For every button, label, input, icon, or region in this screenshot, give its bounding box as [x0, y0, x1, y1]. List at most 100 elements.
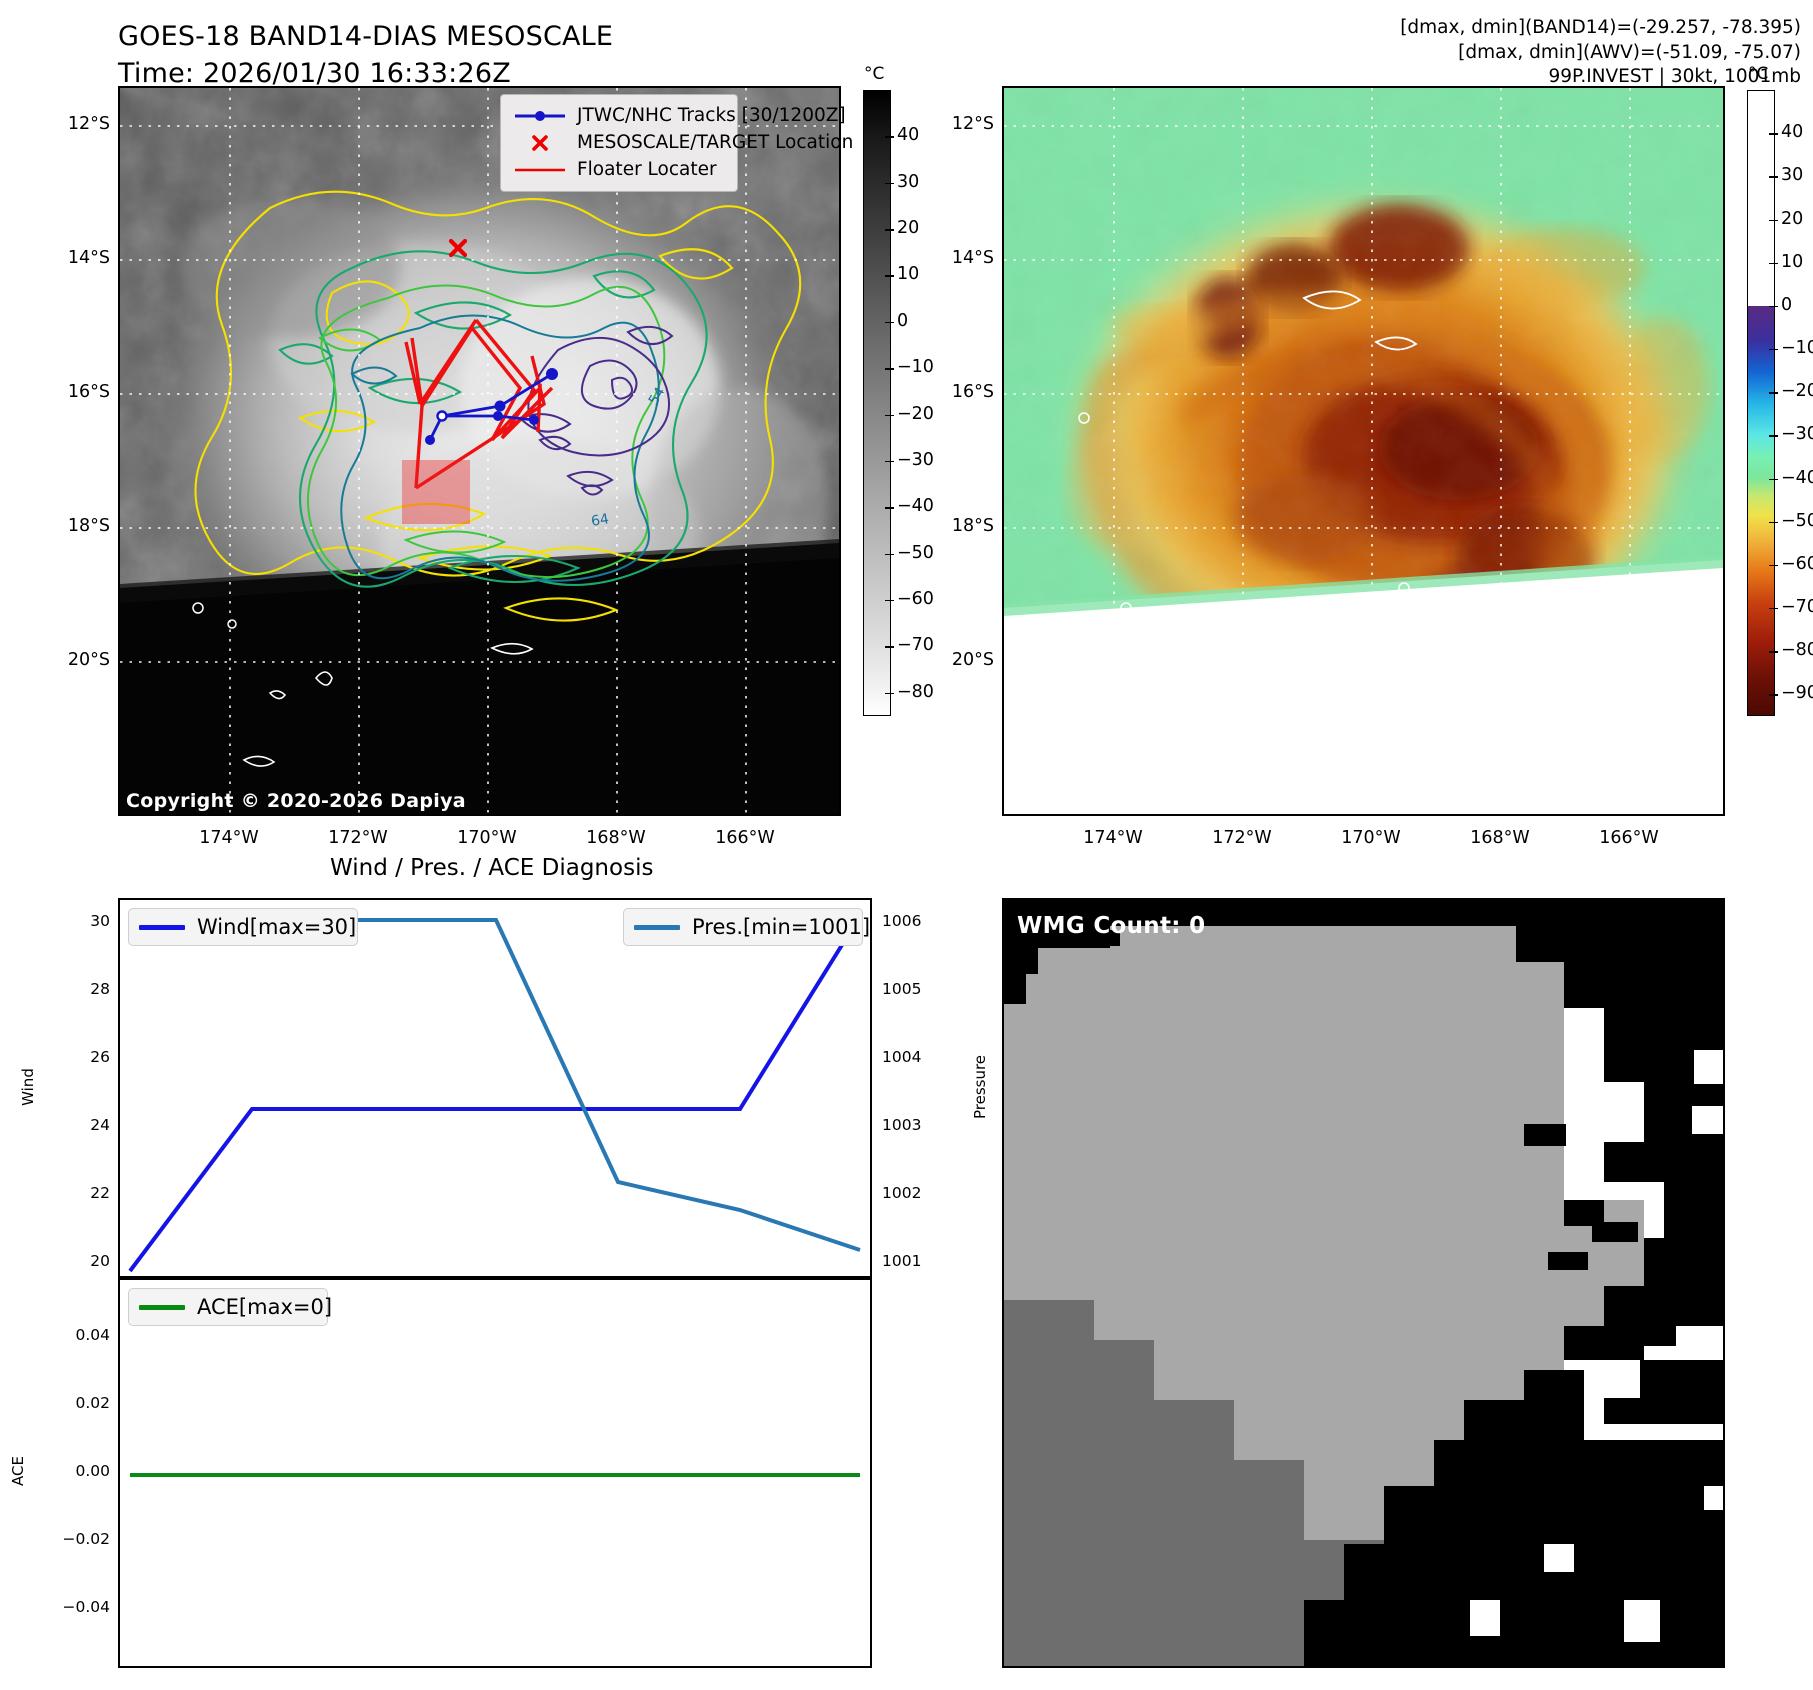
lon-tick-174w: 174°W: [199, 828, 259, 848]
storm-summary: 99P.INVEST | 30kt, 1001mb: [1548, 66, 1802, 87]
ace-legend-swatch: [139, 1304, 185, 1310]
colorbar-right-tick-10: −60: [1781, 553, 1813, 574]
wmg-panel[interactable]: [1002, 898, 1725, 1668]
colorbar-units-right: °C: [1748, 64, 1769, 84]
stats-header: [dmax, dmin](BAND14)=(-29.257, -78.395) …: [1400, 16, 1801, 90]
colorbar-right-tickmark-0: [1769, 133, 1778, 135]
colorbar-left-tickmark-5: [885, 368, 894, 370]
colorbar-right-tick-2: 20: [1781, 208, 1804, 229]
colorbar-left[interactable]: [863, 90, 891, 716]
colorbar-left-tick-5: −10: [897, 357, 934, 378]
map-panel-awv[interactable]: [1002, 86, 1725, 816]
title-time: Time: 2026/01/30 16:33:26Z: [118, 58, 511, 89]
colorbar-left-tick-6: −20: [897, 403, 934, 424]
colorbar-right-tick-6: −20: [1781, 381, 1813, 402]
ace-tick-000: 0.00: [75, 1462, 110, 1480]
page-title: GOES-18 BAND14-DIAS MESOSCALE Time: 2026…: [118, 18, 613, 92]
lon-tick-168w: 168°W: [586, 828, 646, 848]
stats-awv: [dmax, dmin](AWV)=(-51.09, -75.07): [1458, 41, 1801, 63]
wind-tick-28: 28: [90, 980, 110, 998]
band14-map-image: 54 64: [120, 88, 839, 814]
lat-tick-16s: 16°S: [67, 382, 110, 402]
wind-legend[interactable]: Wind[max=30]: [128, 908, 358, 946]
wind-tick-26: 26: [90, 1048, 110, 1066]
colorbar-right-tick-3: 10: [1781, 251, 1804, 272]
lon-tick-right-174w: 174°W: [1083, 828, 1143, 848]
pres-tick-1004: 1004: [882, 1048, 922, 1066]
lat-tick-18s: 18°S: [67, 516, 110, 536]
colorbar-left-tickmark-6: [885, 414, 894, 416]
pressure-legend-label: Pres.[min=1001]: [692, 915, 871, 939]
colorbar-right-tickmark-12: [1769, 651, 1778, 653]
colorbar-left-tick-4: 0: [897, 310, 909, 331]
lat-tick-20s: 20°S: [67, 650, 110, 670]
colorbar-right-tickmark-7: [1769, 435, 1778, 437]
lon-tick-170w: 170°W: [457, 828, 517, 848]
colorbar-left-tickmark-1: [885, 182, 894, 185]
pres-tick-1006: 1006: [882, 912, 922, 930]
colorbar-left-tickmark-0: [885, 136, 894, 138]
colorbar-left-tickmark-8: [885, 507, 894, 509]
colorbar-left-tickmark-12: [885, 692, 894, 695]
wind-tick-24: 24: [90, 1116, 110, 1134]
colorbar-right-tickmark-10: [1769, 564, 1778, 567]
pressure-legend[interactable]: Pres.[min=1001]: [623, 908, 870, 946]
legend-label-floater: Floater Locater: [577, 159, 717, 180]
ace-tick-p004: 0.04: [75, 1326, 110, 1344]
lat-tick-right-16s: 16°S: [951, 382, 994, 402]
legend-item-floater[interactable]: Floater Locater: [512, 156, 726, 183]
wind-axis-label: Wind: [19, 1068, 37, 1106]
map-panel-band14[interactable]: 54 64: [118, 86, 841, 816]
colorbar-left-tick-10: −60: [897, 589, 934, 610]
colorbar-left-tickmark-11: [885, 646, 894, 648]
colorbar-right-tick-9: −50: [1781, 510, 1813, 531]
floater-line-icon: [512, 159, 568, 181]
x-marker-icon: [512, 132, 568, 154]
colorbar-right-tick-5: −10: [1781, 338, 1813, 359]
colorbar-left-tickmark-9: [885, 553, 894, 556]
legend-item-target[interactable]: MESOSCALE/TARGET Location: [512, 129, 853, 156]
pres-tick-1005: 1005: [882, 980, 922, 998]
colorbar-right-tickmark-2: [1769, 219, 1778, 221]
title-text: GOES-18 BAND14-DIAS MESOSCALE: [118, 21, 614, 52]
diagnosis-title: Wind / Pres. / ACE Diagnosis: [330, 855, 654, 881]
mesoscale-sector-box: [402, 460, 470, 524]
legend-label-tracks: JTWC/NHC Tracks [30/1200Z]: [577, 105, 846, 126]
colorbar-right-tickmark-11: [1769, 608, 1778, 610]
ace-chart[interactable]: [118, 1278, 872, 1668]
colorbar-left-tick-9: −50: [897, 542, 934, 563]
ace-tick-m002: −0.02: [62, 1530, 111, 1548]
wind-tick-22: 22: [90, 1184, 110, 1202]
stats-band14: [dmax, dmin](BAND14)=(-29.257, -78.395): [1400, 17, 1801, 38]
wind-pressure-plot: [128, 914, 862, 1273]
wind-legend-label: Wind[max=30]: [197, 915, 357, 939]
wind-line: [128, 914, 862, 1273]
wmg-mask-image: [1004, 900, 1723, 1666]
copyright-text: Copyright © 2020-2026 Dapiya: [126, 790, 466, 812]
wind-legend-swatch: [139, 924, 185, 930]
pressure-legend-swatch: [634, 924, 680, 930]
map-legend[interactable]: JTWC/NHC Tracks [30/1200Z] MESOSCALE/TAR…: [500, 94, 853, 192]
lat-tick-right-18s: 18°S: [951, 516, 994, 536]
colorbar-right-tickmark-6: [1769, 392, 1778, 394]
legend-item-tracks[interactable]: JTWC/NHC Tracks [30/1200Z]: [512, 102, 846, 129]
colorbar-right-tickmark-8: [1769, 478, 1778, 480]
colorbar-right-tick-12: −80: [1781, 640, 1813, 661]
wind-pressure-chart[interactable]: [118, 898, 872, 1278]
colorbar-right-tickmark-5: [1769, 349, 1778, 351]
ace-legend[interactable]: ACE[max=0]: [128, 1288, 332, 1326]
contour-label-64: 64: [590, 511, 610, 530]
colorbar-right-tick-0: 40: [1781, 122, 1804, 143]
lat-tick-right-20s: 20°S: [951, 650, 994, 670]
wind-tick-30: 30: [90, 912, 110, 930]
colorbar-left-tick-3: 10: [897, 264, 920, 285]
colorbar-left-tick-1: 30: [897, 171, 920, 192]
ace-axis-label: ACE: [9, 1456, 27, 1486]
wind-tick-20: 20: [90, 1252, 110, 1270]
lon-tick-right-166w: 166°W: [1599, 828, 1659, 848]
wmg-count-badge: WMG Count: 0: [1017, 913, 1206, 939]
lon-tick-right-168w: 168°W: [1470, 828, 1530, 848]
colorbar-right[interactable]: [1747, 90, 1775, 716]
colorbar-right-tick-1: 30: [1781, 165, 1804, 186]
